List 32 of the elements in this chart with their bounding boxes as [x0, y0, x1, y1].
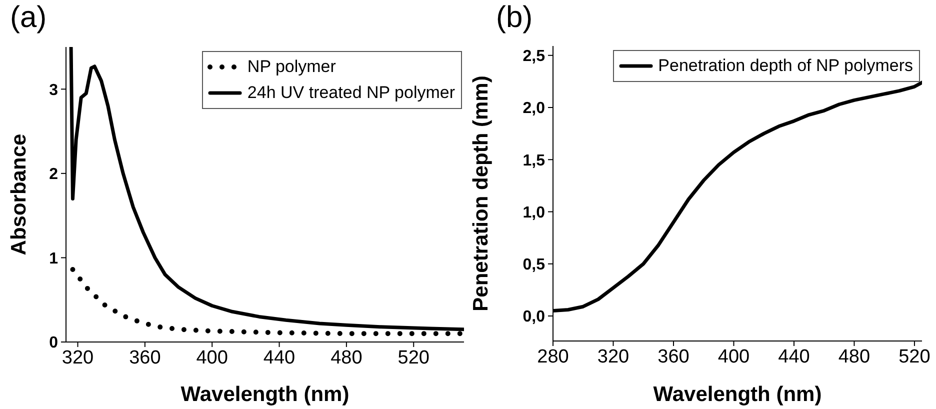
x-tick-label: 280 [537, 346, 569, 368]
y-tick-label: 1,0 [522, 204, 546, 222]
y-tick-label: 2,5 [522, 48, 546, 66]
legend-label: Penetration depth of NP polymers [658, 56, 913, 76]
x-tick-label: 440 [263, 347, 296, 368]
x-tick-label: 320 [597, 346, 630, 368]
y-tick-label: 0 [49, 334, 58, 352]
x-tick-label: 440 [778, 346, 810, 368]
y-tick-label: 2 [49, 166, 58, 184]
y-tick-label: 1 [49, 250, 58, 268]
x-tick-label: 480 [330, 347, 362, 368]
x-axis-title: Wavelength (nm) [653, 383, 822, 406]
legend-label: 24h UV treated NP polymer [247, 83, 455, 103]
x-tick-label: 400 [196, 347, 228, 368]
x-tick-label: 320 [62, 347, 94, 368]
legend-label: NP polymer [247, 57, 336, 77]
x-axis-title: Wavelength (nm) [180, 383, 350, 406]
y-axis-title: Absorbance [7, 134, 30, 256]
y-tick-label: 0,5 [522, 256, 546, 274]
y-tick-label: 1,5 [522, 152, 546, 170]
y-axis-title: Penetration depth (mm) [469, 76, 492, 312]
x-tick-label: 400 [718, 346, 750, 368]
chart-title: (a) [10, 0, 47, 36]
y-tick-label: 3 [49, 82, 58, 99]
y-tick-label: 2,0 [522, 100, 546, 118]
x-tick-label: 480 [838, 346, 870, 368]
y-tick-label: 0,0 [522, 308, 546, 326]
x-tick-label: 520 [898, 346, 930, 368]
x-tick-label: 360 [129, 347, 161, 368]
x-tick-label: 520 [398, 347, 430, 368]
chart-title: (b) [496, 0, 533, 36]
x-tick-label: 360 [658, 346, 690, 368]
